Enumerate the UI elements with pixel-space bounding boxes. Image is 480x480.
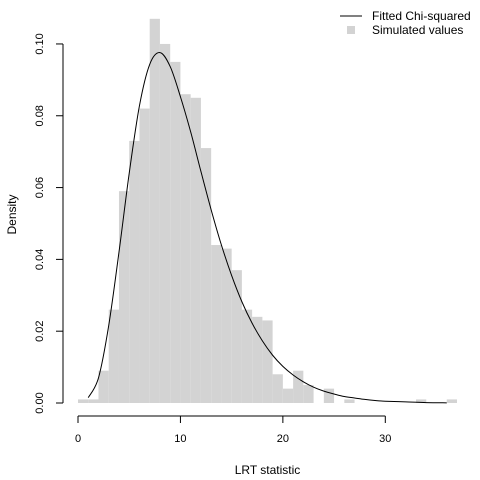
- histogram-bar-5: [129, 140, 140, 403]
- histogram-bar-11: [190, 97, 201, 403]
- x-axis-title: LRT statistic: [235, 463, 301, 477]
- histogram-bar-14: [221, 248, 232, 403]
- x-tick-label-0: 0: [75, 433, 81, 445]
- y-tick-label-2: 0.04: [34, 249, 46, 270]
- histogram-bar-0: [78, 399, 89, 403]
- histogram-bar-20: [282, 388, 294, 403]
- histogram-bar-15: [231, 270, 242, 403]
- histogram-bar-3: [108, 309, 119, 403]
- histogram-bar-33: [416, 399, 427, 403]
- histogram-bar-1: [88, 399, 99, 403]
- x-ticks: 0 10 20 30: [75, 416, 391, 445]
- histogram-bar-4: [118, 191, 130, 403]
- y-axis-title: Density: [5, 194, 19, 234]
- histogram-bar-17: [252, 316, 263, 403]
- x-tick-label-3: 30: [379, 433, 391, 445]
- fitted-chi-squared-curve: [87, 52, 447, 404]
- y-tick-label-5: 0.10: [34, 33, 46, 54]
- histogram-bar-8: [159, 43, 171, 403]
- histogram-bars: [78, 18, 457, 404]
- histogram-bar-26: [344, 399, 355, 403]
- x-tick-label-2: 20: [277, 433, 289, 445]
- histogram-bar-10: [180, 94, 191, 403]
- y-tick-label-0: 0.00: [34, 392, 46, 413]
- legend-label-fitted: Fitted Chi-squared: [372, 9, 471, 23]
- histogram-bar-18: [262, 320, 273, 403]
- y-tick-label-1: 0.02: [34, 320, 46, 341]
- y-tick-label-4: 0.08: [34, 105, 46, 126]
- histogram-bar-2: [98, 370, 109, 403]
- histogram-bar-7: [149, 18, 160, 403]
- legend-bar-swatch: [347, 26, 355, 34]
- histogram-bar-13: [211, 245, 222, 403]
- x-tick-label-1: 10: [174, 433, 186, 445]
- histogram-bar-22: [303, 385, 314, 403]
- y-tick-label-3: 0.06: [34, 177, 46, 198]
- y-axis: 0.00 0.02 0.04 0.06 0.08 0.10 Density: [5, 33, 64, 414]
- legend: Fitted Chi-squared Simulated values: [340, 9, 471, 37]
- y-ticks: 0.00 0.02 0.04 0.06 0.08 0.10: [34, 33, 63, 414]
- legend-label-simulated: Simulated values: [372, 23, 463, 37]
- histogram-bar-6: [139, 108, 150, 403]
- histogram-bar-16: [241, 309, 253, 403]
- histogram-bar-36: [446, 399, 457, 403]
- histogram-bar-9: [170, 61, 181, 404]
- histogram-bar-21: [293, 370, 304, 403]
- histogram-bar-12: [200, 148, 212, 403]
- x-axis: 0 10 20 30 LRT statistic: [75, 415, 391, 477]
- histogram-bar-19: [272, 374, 283, 403]
- histogram-bar-24: [323, 388, 335, 403]
